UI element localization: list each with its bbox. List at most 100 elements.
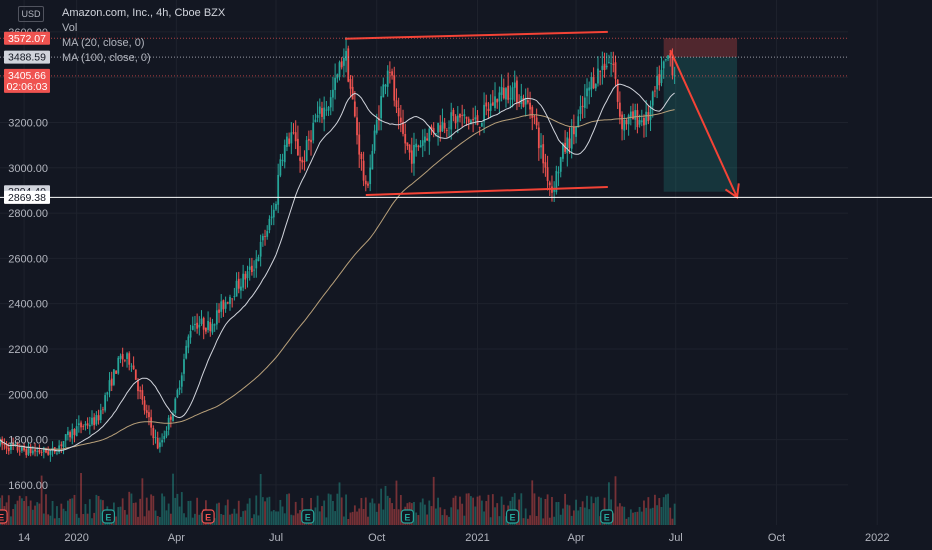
earnings-icon[interactable]: [301, 509, 315, 524]
candle-body: [338, 62, 341, 77]
earnings-icon[interactable]: [400, 509, 415, 524]
volume-bar: [189, 500, 192, 525]
time-axis[interactable]: 14 2020 Apr Jul Oct 2021 Apr Jul Oct 2022: [0, 525, 932, 550]
candle-body: [14, 443, 17, 445]
volume-bar: [329, 494, 332, 525]
candle-body: [314, 119, 317, 123]
candle-body: [570, 127, 573, 149]
candle-body: [257, 256, 260, 262]
candle-body: [200, 318, 203, 324]
volume-bar: [338, 482, 341, 525]
candle-body: [218, 309, 220, 313]
earnings-icon[interactable]: [101, 509, 116, 524]
candle-body: [288, 138, 291, 144]
volume-bar: [443, 509, 446, 525]
volume-bar: [268, 496, 271, 525]
volume-bar: [119, 506, 122, 525]
volume-bar: [522, 518, 525, 525]
price-axis-area[interactable]: [850, 0, 932, 550]
short-position-box[interactable]: [663, 38, 738, 192]
forecast-arrow[interactable]: [669, 49, 738, 198]
volume-bar: [491, 494, 494, 525]
volume-bar: [126, 514, 128, 525]
volume-bar: [40, 475, 43, 525]
candle-body: [268, 218, 271, 231]
volume-bar: [537, 496, 540, 525]
candle-body: [454, 116, 457, 124]
volume-bar: [647, 497, 650, 525]
volume-bar: [264, 501, 266, 525]
volume-bar: [279, 499, 282, 525]
candle-body: [395, 100, 398, 108]
volume-bar: [671, 518, 674, 525]
candle-body: [424, 136, 426, 143]
candle-body: [579, 106, 582, 114]
candle-body: [106, 392, 109, 395]
volume-bar: [93, 512, 96, 525]
candle-body: [240, 286, 242, 291]
candle-body: [459, 113, 461, 118]
candle-body: [25, 449, 28, 456]
candle-body: [406, 142, 409, 146]
earnings-icon[interactable]: [505, 509, 520, 524]
channel-lower-line[interactable]: [365, 186, 608, 196]
volume-bar: [148, 510, 150, 525]
price-badge-label: 3572.07: [8, 33, 46, 45]
currency-badge[interactable]: USD: [18, 6, 44, 22]
candle-body: [34, 449, 36, 452]
volume-bar: [353, 505, 356, 525]
volume-bar: [88, 499, 91, 525]
volume-bar: [257, 515, 260, 525]
volume-bar: [345, 494, 347, 525]
volume-bar: [222, 514, 225, 525]
candle-body: [629, 111, 632, 118]
candle-body: [250, 265, 253, 273]
legend-ma100[interactable]: MA (100, close, 0): [62, 52, 151, 64]
candle-body: [487, 108, 490, 111]
legend-ma20[interactable]: MA (20, close, 0): [62, 37, 145, 49]
earnings-icon[interactable]: [600, 509, 614, 524]
candle-body: [445, 130, 448, 131]
volume-bar: [575, 499, 577, 525]
candle-body: [47, 451, 50, 455]
candle-body: [452, 109, 455, 116]
symbol-title[interactable]: Amazon.com, Inc., 4h, Cboe BZX: [62, 7, 226, 19]
volume-bar: [542, 518, 545, 525]
volume-bar: [544, 498, 547, 525]
candle-body: [167, 417, 170, 430]
candle-body: [123, 359, 126, 361]
earnings-icon[interactable]: [0, 509, 8, 524]
volume-bar: [590, 496, 593, 525]
stop-loss-zone[interactable]: [663, 38, 738, 58]
candle-body: [388, 72, 391, 73]
volume-bar: [572, 510, 575, 525]
candle-body: [581, 105, 584, 107]
candle-body: [410, 150, 413, 164]
volume-bar: [588, 509, 591, 525]
price-axis[interactable]: 1600.00 1800.00 2000.00 2200.00 2400.00 2600.…: [8, 0, 932, 550]
volume-bar: [535, 516, 538, 525]
legend-volume[interactable]: Vol: [62, 22, 78, 34]
channel-upper-line[interactable]: [344, 30, 608, 40]
candle-body: [594, 83, 597, 89]
candle-body: [548, 182, 551, 186]
candle-body: [511, 87, 514, 100]
volume-bar: [454, 495, 457, 525]
volume-bar: [18, 495, 21, 525]
earnings-icon[interactable]: [201, 509, 215, 524]
candle-body: [231, 298, 234, 300]
candle-body: [537, 127, 540, 149]
volume-bar: [176, 493, 179, 525]
candle-body: [618, 102, 621, 117]
volume-bar: [371, 498, 374, 525]
volume-bar: [474, 506, 477, 525]
volume-bar: [29, 500, 32, 525]
candle-body: [145, 410, 148, 413]
candle-body: [432, 128, 435, 133]
time-axis-area[interactable]: [0, 525, 932, 550]
volume-bar: [253, 514, 255, 525]
candle-body: [555, 170, 558, 193]
candle-body: [275, 203, 277, 210]
